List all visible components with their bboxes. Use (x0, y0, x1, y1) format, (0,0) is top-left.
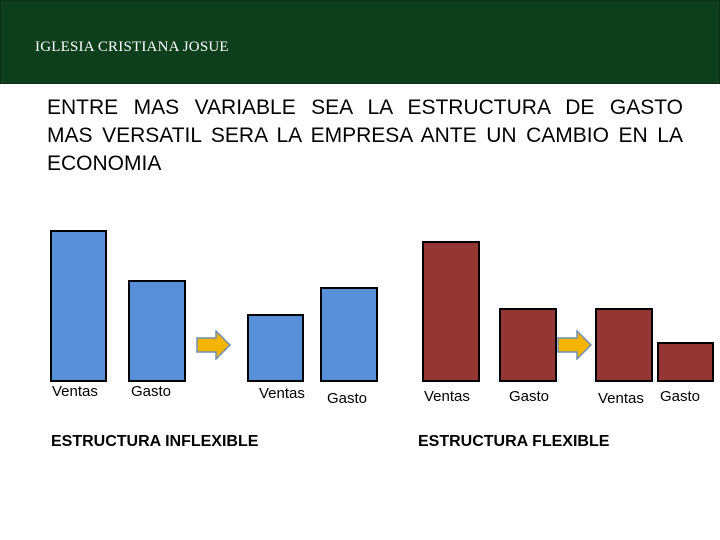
flexible-before-ventas-bar (422, 241, 480, 382)
flexible-caption: ESTRUCTURA FLEXIBLE (418, 433, 610, 450)
inflexible-after-ventas-label: Ventas (259, 385, 305, 402)
flexible-before-ventas-label: Ventas (424, 388, 470, 405)
flexible-after-ventas-bar (595, 308, 653, 382)
header-title: IGLESIA CRISTIANA JOSUE (35, 39, 229, 55)
inflexible-after-ventas-bar (247, 314, 304, 382)
inflexible-before-gasto-label: Gasto (131, 383, 172, 400)
inflexible-before-ventas-bar (50, 230, 107, 382)
slide-heading: ENTRE MAS VARIABLE SEA LA ESTRUCTURA DE … (47, 96, 683, 175)
inflexible-caption: ESTRUCTURA INFLEXIBLE (51, 433, 259, 450)
header-bar: IGLESIA CRISTIANA JOSUE (0, 0, 720, 84)
inflexible-before-ventas-label: Ventas (52, 383, 98, 400)
inflexible-after-gasto-label: Gasto (327, 390, 368, 407)
flexible-after-gasto-label: Gasto (660, 388, 701, 405)
inflexible-after-gasto-bar (320, 287, 378, 382)
flexible-after-ventas-label: Ventas (598, 390, 644, 407)
flexible-arrow-icon (557, 330, 593, 360)
flexible-before-gasto-label: Gasto (509, 388, 550, 405)
inflexible-arrow-icon (196, 330, 232, 360)
flexible-before-gasto-bar (499, 308, 557, 382)
inflexible-before-gasto-bar (128, 280, 186, 382)
flexible-after-gasto-bar (657, 342, 714, 382)
